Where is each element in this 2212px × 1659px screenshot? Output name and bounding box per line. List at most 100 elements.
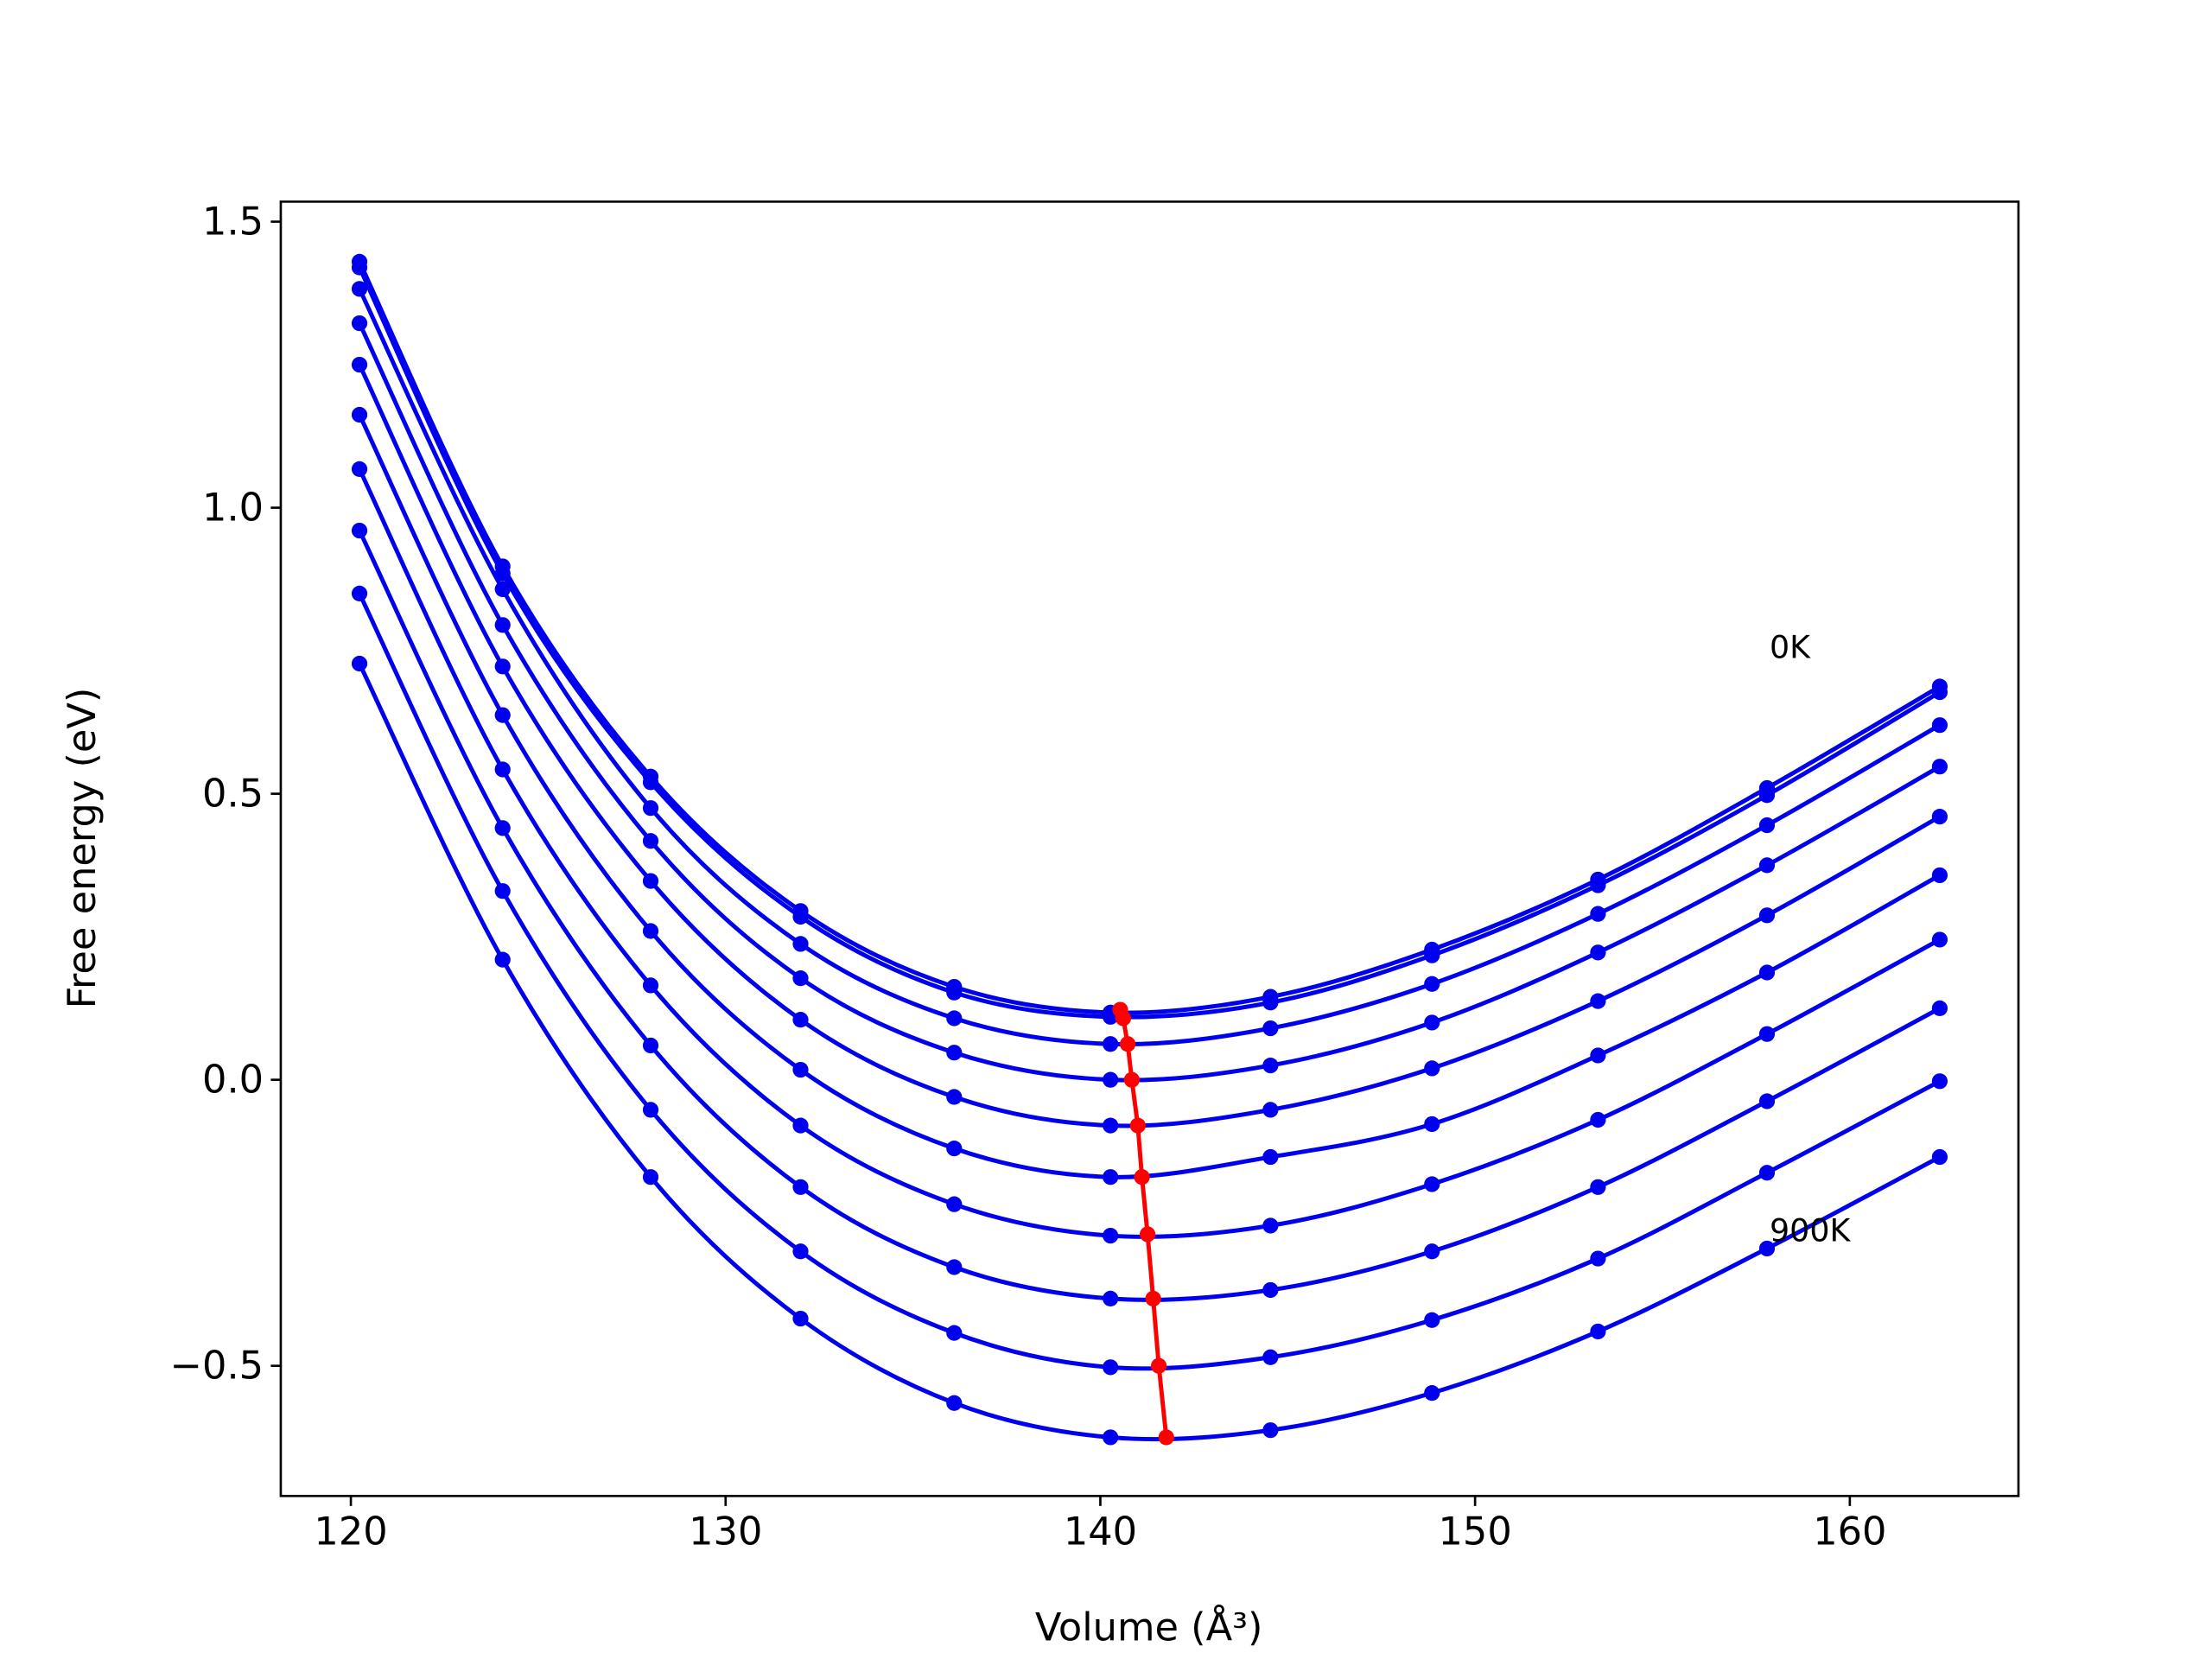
data-point [1262, 1148, 1279, 1166]
y-tick-label: 0.0 [202, 1058, 264, 1103]
data-point [494, 565, 511, 582]
data-point [946, 1089, 963, 1105]
data-point [1103, 1290, 1119, 1306]
annotation: 0K [1770, 628, 1811, 665]
data-point [946, 1325, 963, 1341]
data-point [1590, 1111, 1606, 1128]
data-point [1931, 1000, 1948, 1016]
y-tick-label: −0.5 [170, 1344, 264, 1389]
data-point [1115, 1010, 1132, 1027]
data-point [351, 585, 368, 601]
data-point [1931, 759, 1948, 775]
y-tick-label: 0.5 [202, 772, 264, 817]
data-point [351, 281, 368, 297]
x-tick-label: 120 [314, 1510, 387, 1554]
data-point [1145, 1290, 1161, 1306]
data-point [494, 707, 511, 723]
data-point [642, 774, 659, 791]
series-line [357, 322, 1942, 1083]
data-point [351, 315, 368, 332]
data-point [1590, 1047, 1606, 1064]
data-point [792, 936, 809, 952]
data-point [1590, 1323, 1606, 1340]
data-point [642, 873, 659, 889]
data-point [1262, 1422, 1279, 1439]
data-point [1758, 857, 1776, 874]
x-tick-label: 130 [689, 1510, 762, 1554]
data-point [1103, 1071, 1119, 1088]
y-tick-label: 1.5 [202, 199, 264, 244]
data-point [1103, 1117, 1119, 1134]
data-point [946, 1259, 963, 1275]
data-point [1103, 1169, 1119, 1185]
data-point [1590, 906, 1606, 922]
series-line [357, 592, 1942, 1371]
data-point [1758, 787, 1776, 804]
data-point [1103, 1036, 1119, 1052]
data-point [1134, 1169, 1150, 1185]
data-point [1931, 931, 1948, 948]
data-point [792, 908, 809, 925]
data-point [351, 655, 368, 672]
data-point [1758, 964, 1776, 981]
data-point [792, 1061, 809, 1078]
data-point [946, 1010, 963, 1027]
x-tick-label: 140 [1064, 1510, 1137, 1554]
data-point [1103, 1227, 1119, 1244]
data-point [351, 522, 368, 539]
data-point [494, 820, 511, 836]
data-point [1262, 1020, 1279, 1037]
data-point [642, 800, 659, 817]
data-point [351, 406, 368, 423]
data-point [1262, 1217, 1279, 1234]
data-point [1590, 944, 1606, 961]
data-point [1931, 1073, 1948, 1090]
data-point [1103, 1429, 1119, 1446]
data-point [1424, 947, 1440, 963]
data-point [1758, 1240, 1776, 1257]
data-point [351, 461, 368, 477]
data-point [1931, 684, 1948, 701]
data-point [494, 617, 511, 633]
data-point [792, 1243, 809, 1260]
x-tick-label: 150 [1439, 1510, 1512, 1554]
data-point [1262, 1281, 1279, 1299]
data-point [792, 1012, 809, 1028]
data-point [1590, 1179, 1606, 1195]
data-point [1424, 1060, 1440, 1077]
data-point [792, 1179, 809, 1195]
data-point [1103, 1359, 1119, 1376]
data-point [1158, 1429, 1174, 1446]
data-point [642, 1102, 659, 1118]
data-point [1931, 717, 1948, 734]
data-point [792, 970, 809, 987]
data-point [1758, 1026, 1776, 1042]
series-line [357, 288, 1942, 1047]
data-point [1262, 1349, 1279, 1365]
data-point [1129, 1117, 1146, 1134]
y-tick-label: 1.0 [202, 485, 264, 530]
data-point [1758, 1165, 1776, 1181]
data-point [1424, 1116, 1440, 1133]
data-point [1590, 1250, 1606, 1267]
data-point [946, 984, 963, 1001]
data-point [792, 1310, 809, 1327]
data-point [946, 1141, 963, 1157]
data-point [1262, 1102, 1279, 1118]
data-point [1758, 817, 1776, 834]
data-point [494, 883, 511, 899]
data-point [1931, 809, 1948, 825]
y-axis-label: Free energy (eV) [60, 688, 105, 1009]
data-point [1151, 1357, 1167, 1374]
data-point [1424, 1312, 1440, 1328]
data-point [351, 259, 368, 276]
data-point [1590, 993, 1606, 1009]
data-point [642, 1037, 659, 1054]
data-point [1123, 1071, 1140, 1088]
data-point [1139, 1226, 1156, 1243]
data-point [946, 1196, 963, 1212]
data-point [642, 923, 659, 939]
data-point [1931, 867, 1948, 884]
